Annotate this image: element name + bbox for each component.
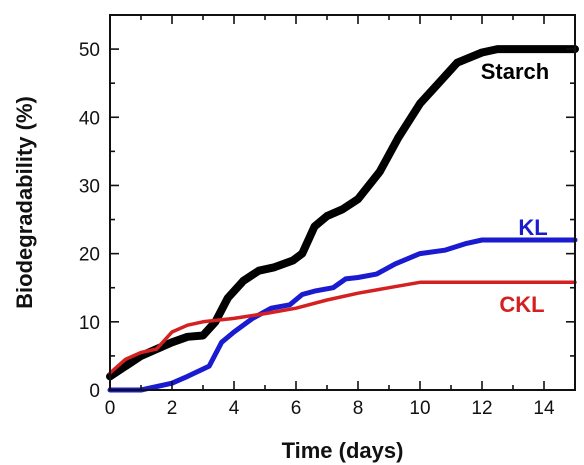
x-axis-title: Time (days) — [282, 438, 404, 463]
x-tick-label: 8 — [353, 398, 364, 419]
y-tick-label: 30 — [79, 176, 100, 197]
y-tick-label: 10 — [79, 313, 100, 334]
series-line-kl — [107, 237, 578, 393]
series-label-starch: Starch — [481, 59, 549, 84]
x-tick-label: 0 — [105, 398, 116, 419]
y-tick-label: 20 — [79, 245, 100, 266]
x-tick-label: 6 — [291, 398, 302, 419]
x-tick-label: 2 — [167, 398, 178, 419]
series-layer — [106, 45, 579, 393]
series-label-ckl: CKL — [499, 292, 544, 317]
x-tick-label: 10 — [409, 398, 430, 419]
x-tick-label: 12 — [471, 398, 492, 419]
x-tick-label: 14 — [533, 398, 555, 419]
y-tick-label: 50 — [79, 40, 100, 61]
series-line-ckl — [108, 280, 577, 375]
y-tick-label: 40 — [79, 108, 100, 129]
y-tick-label: 0 — [89, 381, 100, 402]
axes-layer — [109, 14, 576, 391]
plot-frame — [109, 14, 576, 391]
y-axis-title: Biodegradability (%) — [12, 96, 37, 309]
x-tick-label: 4 — [229, 398, 240, 419]
x-axis-ticks: 0 2 4 6 8 10 12 14 — [105, 15, 576, 419]
y-axis-ticks: 0 10 20 30 40 50 — [79, 40, 575, 402]
series-label-kl: KL — [518, 215, 547, 240]
series-line-starch — [106, 45, 579, 381]
